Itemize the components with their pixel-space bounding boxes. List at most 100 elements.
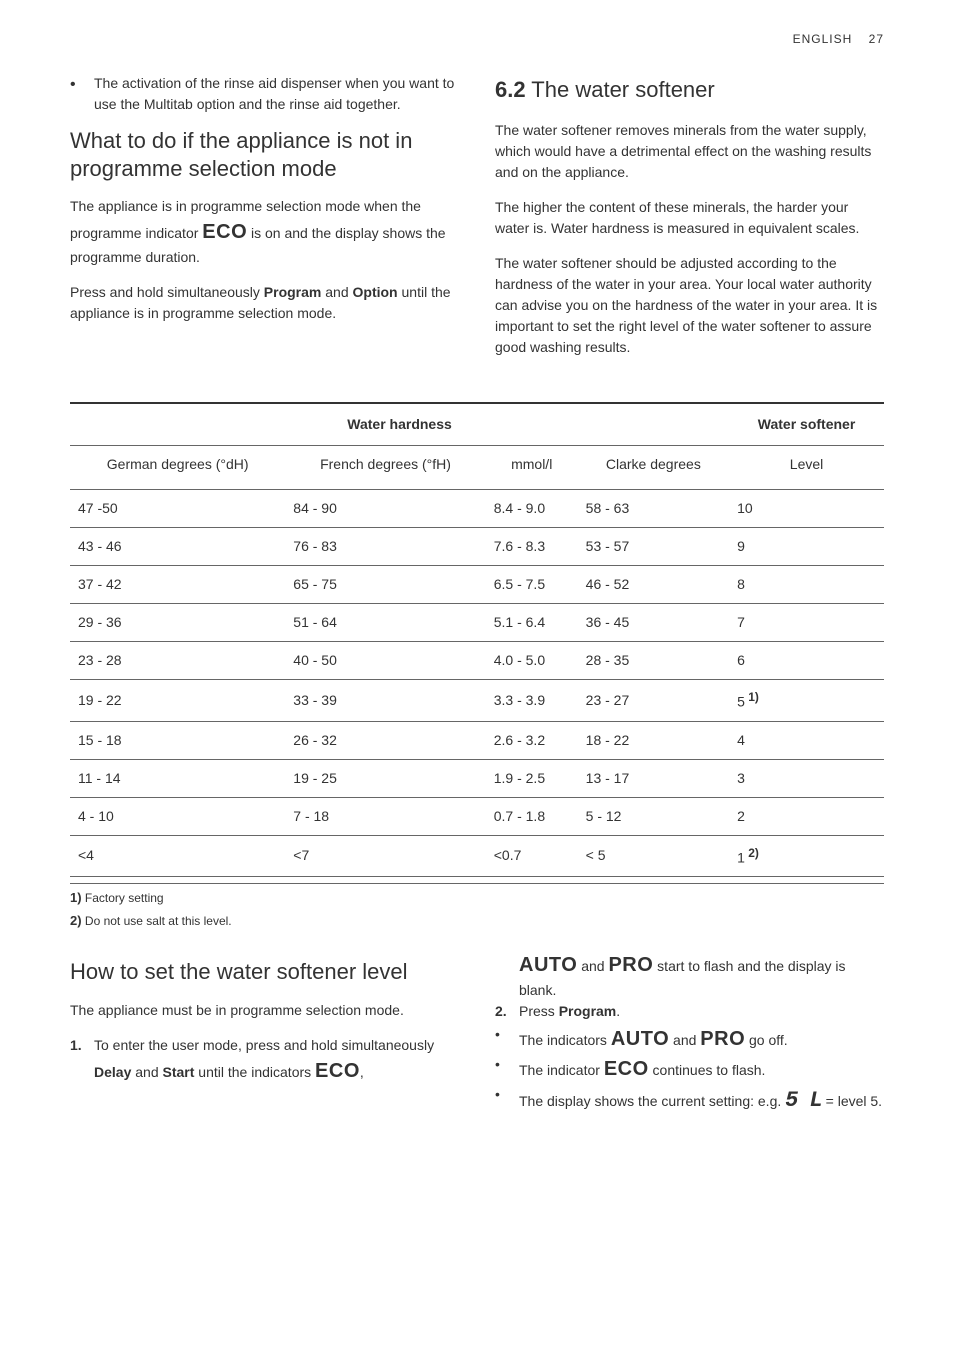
table-cell: 9 xyxy=(729,528,884,566)
bottom-right-column: AUTO and PRO start to flash and the disp… xyxy=(495,950,884,1117)
sub-bullet: • The display shows the current setting:… xyxy=(495,1084,884,1117)
table-cell: 58 - 63 xyxy=(578,490,729,528)
table-cell: 7 - 18 xyxy=(285,797,485,835)
table-row: 29 - 3651 - 645.1 - 6.436 - 457 xyxy=(70,604,884,642)
table-cell: 65 - 75 xyxy=(285,566,485,604)
table-cell: 84 - 90 xyxy=(285,490,485,528)
table-cell: 37 - 42 xyxy=(70,566,285,604)
start-label: Start xyxy=(163,1064,195,1080)
auto-label: AUTO xyxy=(611,1028,669,1050)
heading-how-to-set: How to set the water softener level xyxy=(70,958,459,986)
hardness-header: Water hardness xyxy=(70,403,729,446)
display-value: 5 L xyxy=(785,1088,822,1113)
section-number: 6.2 xyxy=(495,77,526,102)
table-row: 23 - 2840 - 504.0 - 5.028 - 356 xyxy=(70,642,884,680)
eco-label: ECO xyxy=(315,1060,360,1082)
text: . xyxy=(616,1003,620,1019)
table-row: 37 - 4265 - 756.5 - 7.546 - 528 xyxy=(70,566,884,604)
header-lang: ENGLISH xyxy=(793,32,853,46)
col-clarke: Clarke degrees xyxy=(578,446,729,490)
table-cell: 7.6 - 8.3 xyxy=(486,528,578,566)
table-cell: 23 - 27 xyxy=(578,680,729,722)
step2-content: Press Program. xyxy=(519,1001,884,1022)
text: and xyxy=(669,1032,700,1048)
text: , xyxy=(360,1064,364,1080)
table-cell: 33 - 39 xyxy=(285,680,485,722)
table-cell: 3 xyxy=(729,759,884,797)
table-cell: 11 - 14 xyxy=(70,759,285,797)
step-1: 1. To enter the user mode, press and hol… xyxy=(70,1035,459,1086)
table-cell: 40 - 50 xyxy=(285,642,485,680)
table-cell: 46 - 52 xyxy=(578,566,729,604)
fn2-num: 2) xyxy=(70,913,82,928)
text: go off. xyxy=(745,1032,788,1048)
step1-content: To enter the user mode, press and hold s… xyxy=(94,1035,459,1086)
col-mmol: mmol/l xyxy=(486,446,578,490)
table-cell: 8 xyxy=(729,566,884,604)
table-cell: 5 - 12 xyxy=(578,797,729,835)
table-row: 15 - 1826 - 322.6 - 3.218 - 224 xyxy=(70,721,884,759)
table-row: 43 - 4676 - 837.6 - 8.353 - 579 xyxy=(70,528,884,566)
table-cell: 5 1) xyxy=(729,680,884,722)
table-cell: 28 - 35 xyxy=(578,642,729,680)
step2-number: 2. xyxy=(495,1001,519,1022)
table-cell: <0.7 xyxy=(486,835,578,877)
table-cell: 2.6 - 3.2 xyxy=(486,721,578,759)
sub-bullet: • The indicators AUTO and PRO go off. xyxy=(495,1024,884,1054)
text: The indicator xyxy=(519,1062,604,1078)
table-cell: 76 - 83 xyxy=(285,528,485,566)
table-row: 11 - 1419 - 251.9 - 2.513 - 173 xyxy=(70,759,884,797)
top-columns: • The activation of the rinse aid dispen… xyxy=(70,73,884,372)
footnote-1: 1) Factory setting xyxy=(70,888,884,908)
sub-bullet: • The indicator ECO continues to flash. xyxy=(495,1054,884,1084)
paragraph: Press and hold simultaneously Program an… xyxy=(70,282,459,324)
text: = level 5. xyxy=(822,1093,882,1109)
col-level: Level xyxy=(729,446,884,490)
table-cell: 2 xyxy=(729,797,884,835)
fn2-text: Do not use salt at this level. xyxy=(82,914,232,928)
bullet-item: • The activation of the rinse aid dispen… xyxy=(70,73,459,115)
top-left-column: • The activation of the rinse aid dispen… xyxy=(70,73,459,372)
table-cell: 4.0 - 5.0 xyxy=(486,642,578,680)
table-cell: 6 xyxy=(729,642,884,680)
eco-label: ECO xyxy=(202,221,247,243)
text: and xyxy=(131,1064,162,1080)
pro-label: PRO xyxy=(608,954,653,976)
table-subheader-row: German degrees (°dH) French degrees (°fH… xyxy=(70,446,884,490)
step-2: 2. Press Program. xyxy=(495,1001,884,1022)
table-row: 4 - 107 - 180.7 - 1.85 - 122 xyxy=(70,797,884,835)
top-right-column: 6.2 The water softener The water softene… xyxy=(495,73,884,372)
col-french: French degrees (°fH) xyxy=(285,446,485,490)
fn1-text: Factory setting xyxy=(82,891,164,905)
table-cell: 7 xyxy=(729,604,884,642)
bullet-dot: • xyxy=(70,73,94,115)
paragraph: The water softener should be adjusted ac… xyxy=(495,253,884,358)
bottom-columns: How to set the water softener level The … xyxy=(70,950,884,1117)
text: Press and hold simultaneously xyxy=(70,284,264,300)
table-row: 47 -5084 - 908.4 - 9.058 - 6310 xyxy=(70,490,884,528)
footnotes: 1) Factory setting 2) Do not use salt at… xyxy=(70,883,884,930)
col-german: German degrees (°dH) xyxy=(70,446,285,490)
text: and xyxy=(321,284,352,300)
bullet-content: The indicator ECO continues to flash. xyxy=(519,1054,765,1084)
paragraph: The higher the content of these minerals… xyxy=(495,197,884,239)
table-cell: 36 - 45 xyxy=(578,604,729,642)
table-cell: 23 - 28 xyxy=(70,642,285,680)
footnote-2: 2) Do not use salt at this level. xyxy=(70,911,884,931)
table-cell: 6.5 - 7.5 xyxy=(486,566,578,604)
table-cell: 3.3 - 3.9 xyxy=(486,680,578,722)
text: To enter the user mode, press and hold s… xyxy=(94,1037,434,1053)
table-cell: < 5 xyxy=(578,835,729,877)
delay-label: Delay xyxy=(94,1064,131,1080)
table-cell: 47 -50 xyxy=(70,490,285,528)
table-cell: <4 xyxy=(70,835,285,877)
table-cell: 26 - 32 xyxy=(285,721,485,759)
section-title: The water softener xyxy=(526,77,715,102)
paragraph: The water softener removes minerals from… xyxy=(495,120,884,183)
table-cell: 1.9 - 2.5 xyxy=(486,759,578,797)
table-cell: 0.7 - 1.8 xyxy=(486,797,578,835)
table-cell: 1 2) xyxy=(729,835,884,877)
heading-what-to-do: What to do if the appliance is not in pr… xyxy=(70,127,459,182)
bullet-content: The display shows the current setting: e… xyxy=(519,1084,882,1117)
program-label: Program xyxy=(264,284,322,300)
